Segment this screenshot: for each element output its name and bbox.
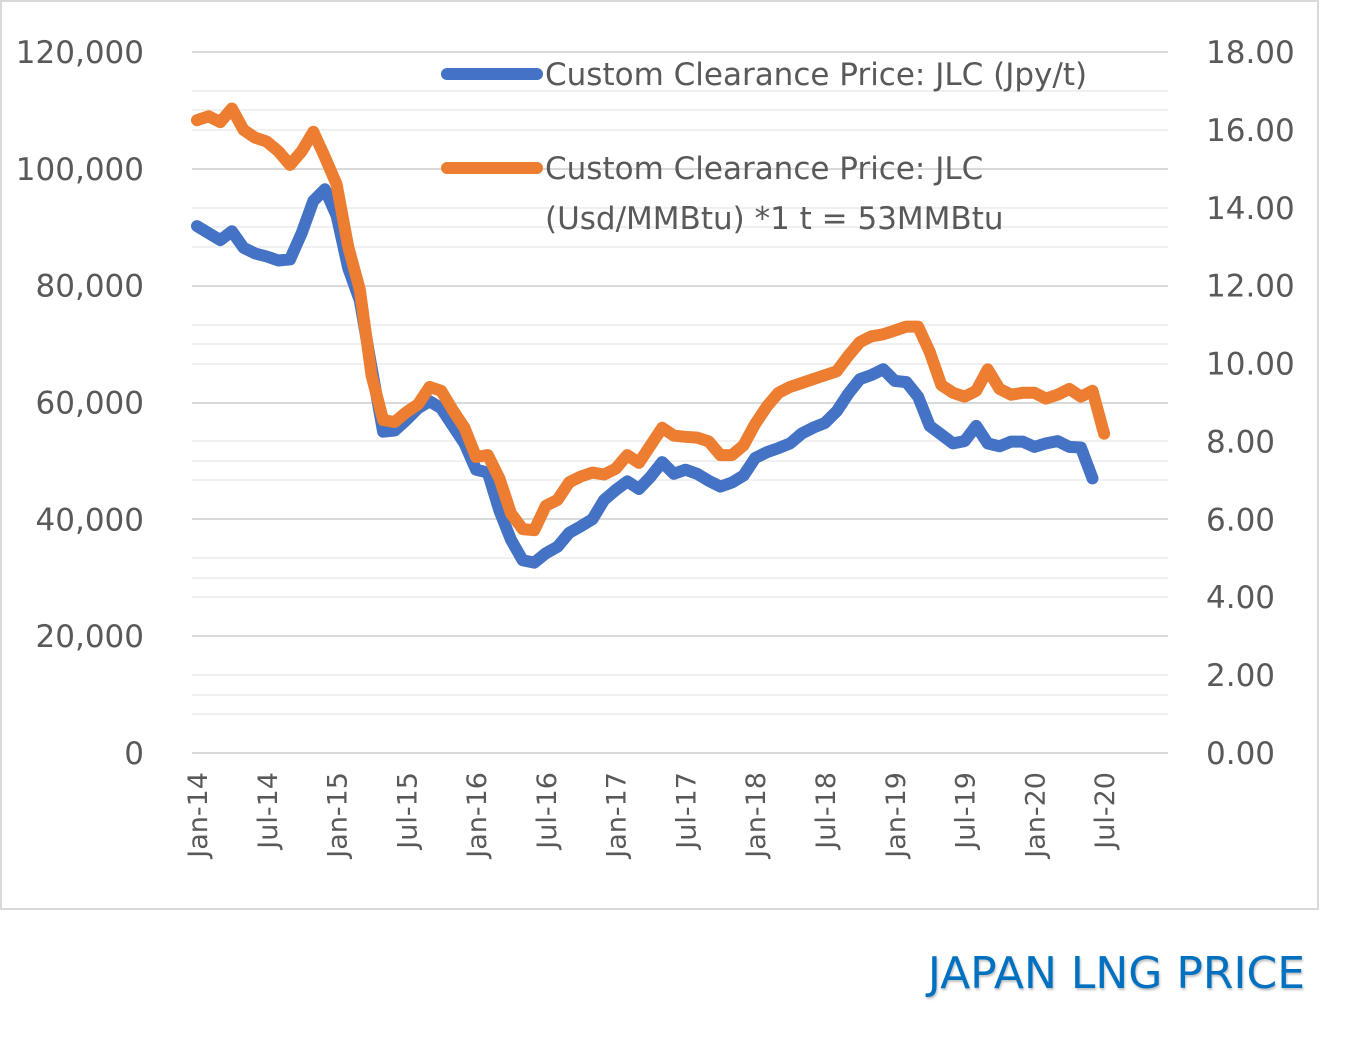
x-tick-label: Jul-15 xyxy=(392,772,423,851)
legend-label: Custom Clearance Price: JLC (Jpy/t) xyxy=(545,57,1087,93)
right-tick-label: 4.00 xyxy=(1206,580,1275,616)
x-tick-label: Jan-19 xyxy=(881,772,912,860)
right-axis-ticks: 0.00 2.00 4.00 6.00 8.00 10.00 12.00 14.00 16.00… xyxy=(1206,35,1295,772)
left-axis-ticks: 0 20,000 40,000 60,000 80,000 100,000 120,000 xyxy=(16,35,144,772)
right-tick-label: 14.00 xyxy=(1206,191,1295,227)
x-tick-label: Jan-18 xyxy=(741,772,772,860)
series-line-jpy xyxy=(191,183,1099,569)
right-tick-label: 12.00 xyxy=(1206,269,1295,305)
right-tick-label: 0.00 xyxy=(1206,736,1275,772)
legend-label: Custom Clearance Price: JLC xyxy=(545,151,983,187)
x-tick-label: Jul-16 xyxy=(532,772,563,851)
x-tick-label: Jan-14 xyxy=(183,772,214,860)
x-tick-label: Jan-16 xyxy=(462,772,493,860)
x-tick-label: Jan-17 xyxy=(602,772,633,860)
right-tick-label: 16.00 xyxy=(1206,113,1295,149)
left-tick-label: 0 xyxy=(124,736,144,772)
right-tick-label: 10.00 xyxy=(1206,347,1295,383)
x-tick-label: Jul-18 xyxy=(811,772,842,851)
x-tick-label: Jul-19 xyxy=(951,772,982,851)
right-tick-label: 2.00 xyxy=(1206,658,1275,694)
left-tick-label: 100,000 xyxy=(16,152,144,188)
left-tick-label: 120,000 xyxy=(16,35,144,71)
x-axis-ticks: Jan-14 Jul-14 Jan-15 Jul-15 Jan-16 Jul-16 Jan-… xyxy=(183,772,1121,860)
x-tick-label: Jan-15 xyxy=(323,772,354,860)
left-tick-label: 80,000 xyxy=(36,269,144,305)
series-lines xyxy=(191,102,1111,569)
legend-label: (Usd/MMBtu) *1 t = 53MMBtu xyxy=(545,201,1004,237)
x-tick-label: Jul-14 xyxy=(253,772,284,851)
left-tick-label: 60,000 xyxy=(36,386,144,422)
x-tick-label: Jan-20 xyxy=(1020,772,1051,860)
chart-frame xyxy=(0,0,1319,910)
left-tick-label: 40,000 xyxy=(36,502,144,538)
legend: Custom Clearance Price: JLC (Jpy/t) Custo… xyxy=(441,57,1087,237)
left-tick-label: 20,000 xyxy=(36,619,144,655)
right-tick-label: 18.00 xyxy=(1206,35,1295,71)
x-tick-label: Jul-17 xyxy=(671,772,702,851)
chart-caption: JAPAN LNG PRICE xyxy=(927,948,1305,999)
line-chart: 020,00040,00060,00080,000100,000120,000 … xyxy=(16,35,1295,860)
x-tick-label: Jul-20 xyxy=(1090,772,1121,851)
right-tick-label: 6.00 xyxy=(1206,502,1275,538)
right-tick-label: 8.00 xyxy=(1206,424,1275,460)
